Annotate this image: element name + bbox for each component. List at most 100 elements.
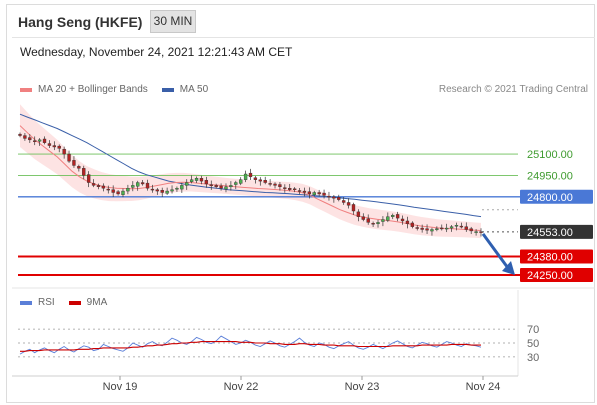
candle-body [356, 211, 361, 217]
rsi-tick-30: 30 [527, 352, 539, 364]
candle-body [229, 185, 233, 188]
legend-ma20-label: MA 20 + Bollinger Bands [38, 84, 148, 95]
candle-body [312, 192, 316, 195]
candle-body [464, 226, 468, 230]
legend-9ma-label: 9MA [86, 297, 108, 308]
candle-body [121, 190, 125, 195]
candle-body [72, 160, 76, 166]
level-label-24380-00: 24380.00 [527, 252, 573, 264]
candle-body [243, 173, 248, 180]
x-tick-nov-24: Nov 24 [466, 381, 501, 393]
candle-body [219, 185, 223, 189]
candle-body [28, 137, 32, 141]
candle-body [180, 185, 184, 190]
candle-body [351, 204, 356, 212]
level-label-24950-00: 24950.00 [527, 170, 573, 182]
candle-body [420, 227, 424, 230]
candle-body [189, 179, 194, 182]
candle-body [332, 196, 336, 199]
candle-body [204, 180, 209, 185]
legend-rsi: RSI [20, 297, 55, 308]
price-legend: MA 20 + Bollinger Bands MA 50 [20, 84, 222, 95]
header-divider [12, 37, 595, 38]
candle-body [234, 182, 238, 185]
candle-body [175, 188, 179, 190]
candle-body [185, 182, 189, 186]
candle-body [342, 200, 346, 203]
legend-ma20: MA 20 + Bollinger Bands [20, 84, 148, 95]
ma20-line [19, 125, 482, 231]
candle-body [155, 189, 159, 192]
candle-body [278, 184, 282, 188]
candle-body [366, 218, 370, 223]
candle-body [415, 227, 419, 229]
forecast-arrow [481, 233, 510, 269]
candle-body [435, 228, 439, 230]
candle-body [302, 190, 307, 193]
candle-body [165, 190, 169, 194]
legend-ma20-swatch [20, 87, 32, 92]
level-label-24553-00: 24553.00 [527, 227, 573, 239]
x-tick-nov-22: Nov 22 [224, 381, 259, 393]
candle-body [214, 185, 218, 188]
level-tag-24380-00 [520, 249, 593, 264]
candle-body [42, 138, 47, 143]
x-tick-nov-19: Nov 19 [103, 381, 138, 393]
level-label-24250-00: 24250.00 [527, 270, 573, 282]
x-tick-nov-23: Nov 23 [345, 381, 380, 393]
candle-body [391, 215, 395, 217]
candle-body [224, 186, 228, 190]
candle-body [469, 228, 473, 232]
candle-body [140, 182, 145, 185]
ma50-line [19, 113, 482, 218]
candle-body [273, 183, 277, 186]
candle-body [131, 185, 135, 188]
candle-body [77, 166, 81, 169]
datetime-text: Wednesday, November 24, 2021 12:21:43 AM… [20, 45, 293, 59]
candle-body [160, 190, 164, 193]
forecast-arrowhead [502, 261, 515, 276]
candle-body [425, 228, 429, 231]
candle-body [150, 188, 155, 191]
candle-body [376, 222, 380, 225]
candle-body [52, 145, 57, 148]
candle-body [327, 195, 331, 198]
candle-body [322, 192, 326, 196]
candle-body [430, 229, 434, 232]
legend-rsi-label: RSI [38, 297, 55, 308]
candle-body [268, 183, 272, 185]
candle-body [283, 187, 287, 189]
candle-body [23, 135, 27, 139]
chart-title: Hang Seng (HKFE) [18, 14, 143, 30]
candle-body [410, 222, 415, 227]
candle-body [91, 183, 96, 186]
timeframe-button[interactable]: 30 MIN [150, 10, 196, 33]
legend-9ma-swatch [68, 300, 81, 305]
level-tag-24800-00 [520, 189, 593, 204]
candle-body [126, 188, 130, 192]
level-label-24800-00: 24800.00 [527, 192, 573, 204]
candle-body [199, 178, 204, 182]
candle-body [474, 231, 478, 233]
candle-body [101, 185, 106, 189]
candle-body [47, 143, 52, 146]
candle-body [82, 168, 86, 176]
candle-body [209, 184, 213, 187]
legend-ma50-swatch [161, 87, 174, 92]
legend-ma50-label: MA 50 [179, 84, 209, 95]
candle-body [454, 225, 459, 227]
legend-rsi-swatch [20, 300, 32, 305]
candle-body [18, 133, 22, 136]
candle-body [292, 188, 297, 191]
candle-body [317, 192, 321, 195]
legend-ma50: MA 50 [161, 84, 209, 95]
candle-body [449, 226, 454, 229]
candle-body [381, 219, 385, 222]
candle-body [258, 179, 262, 182]
candle-body [371, 223, 375, 225]
candle-body [86, 174, 91, 183]
candle-body [57, 145, 61, 149]
candle-body [37, 139, 42, 142]
candle-body [297, 190, 302, 192]
